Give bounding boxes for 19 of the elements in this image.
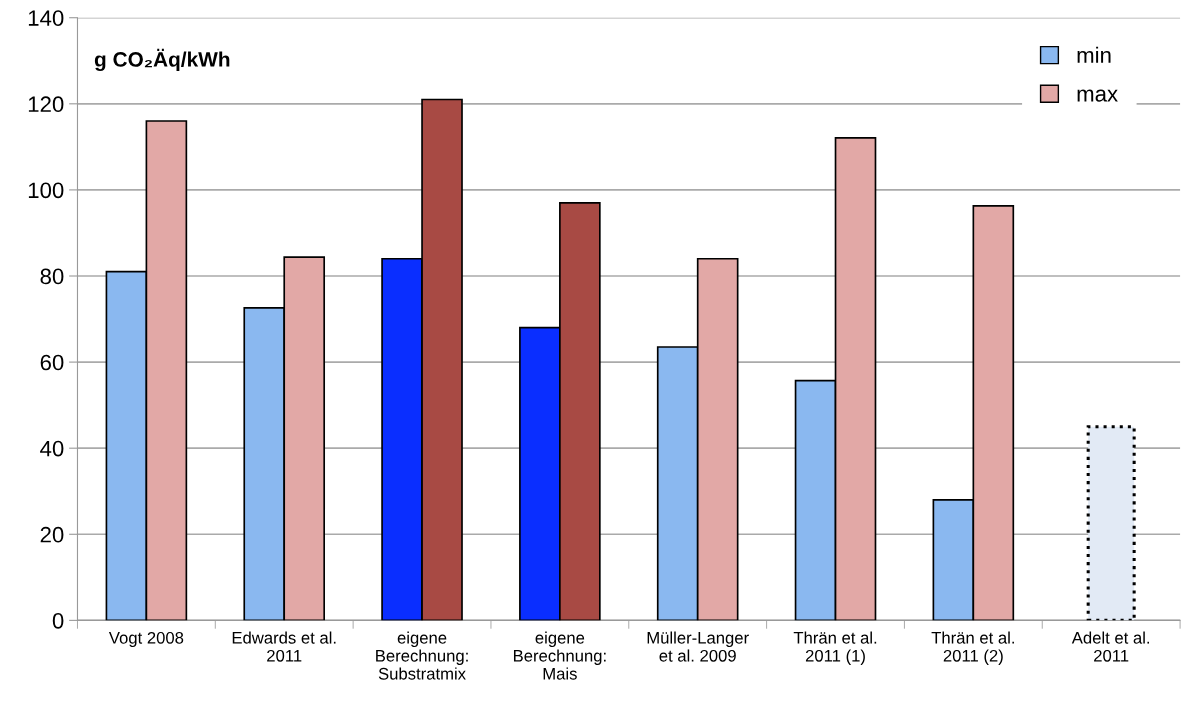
x-tick-label: Müller-Langer et al. 2009 — [647, 631, 749, 662]
legend-label: max — [1077, 89, 1118, 102]
y-tick-label: 80 — [40, 268, 64, 285]
y-tick-label: 120 — [28, 96, 64, 113]
y-tick-label: 100 — [28, 182, 64, 199]
y-tick-label: 60 — [40, 354, 64, 371]
annotation: g CO₂Äq/kWh — [94, 48, 230, 72]
y-tick-label: 0 — [52, 612, 64, 629]
y-tick-label: 20 — [40, 526, 64, 543]
x-tick-label: eigene Berechnung: Mais — [513, 631, 606, 680]
y-tick-label: 40 — [40, 440, 64, 457]
legend-label: min — [1077, 46, 1111, 63]
y-tick-label: 140 — [28, 10, 64, 26]
x-tick-label: Edwards et al. 2011 — [232, 631, 336, 662]
x-tick-label: Adelt et al. 2011 — [1071, 631, 1150, 662]
x-tick-label: Vogt 2008 — [108, 631, 184, 648]
x-tick-label: eigene Berechnung: Substratmix — [376, 631, 468, 680]
x-tick-label: Thrän et al. 2011 (2) — [931, 631, 1014, 665]
x-tick-label: Thrän et al. 2011 (1) — [793, 631, 877, 665]
